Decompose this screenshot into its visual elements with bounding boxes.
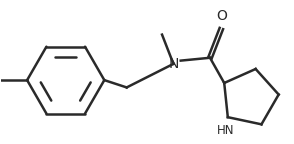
Text: HN: HN <box>217 125 235 138</box>
Text: N: N <box>168 57 178 71</box>
Text: O: O <box>216 9 227 23</box>
